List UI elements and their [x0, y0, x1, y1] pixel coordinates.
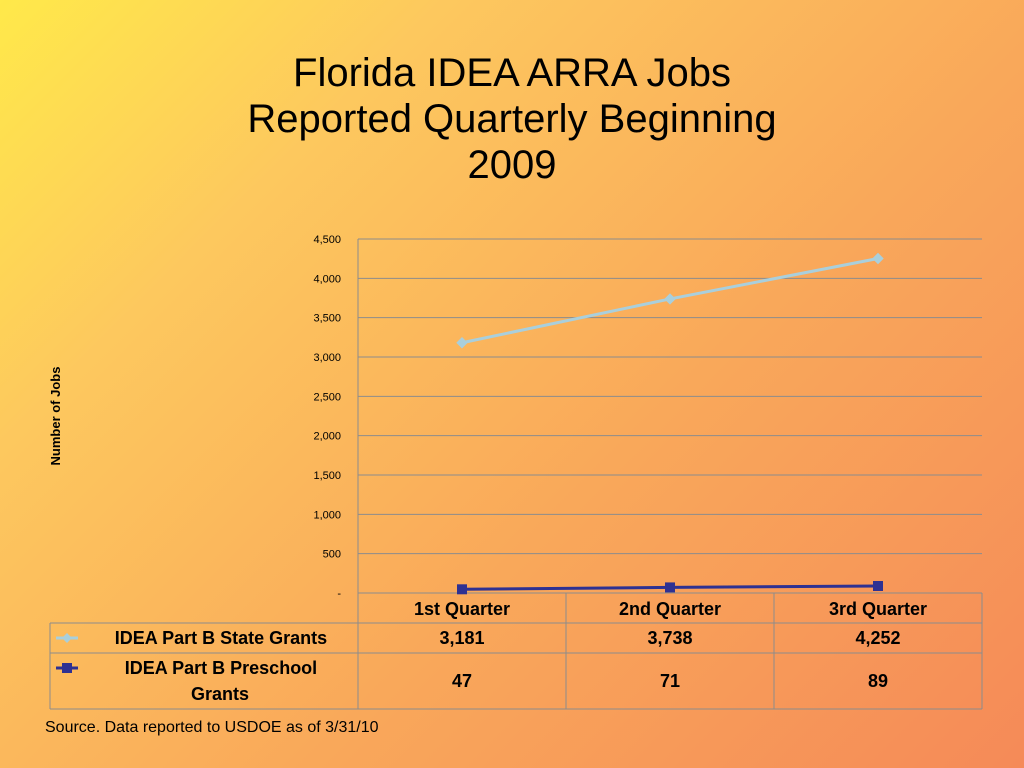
table-value: 3,181 — [439, 628, 484, 648]
legend-label: IDEA Part B State Grants — [115, 628, 327, 648]
data-point — [457, 584, 467, 595]
y-axis-label: Number of Jobs — [48, 367, 63, 466]
y-tick-label: 2,000 — [313, 431, 341, 443]
y-tick-label: - — [337, 588, 341, 600]
category-label: 3rd Quarter — [829, 599, 927, 619]
table-value: 47 — [452, 671, 472, 691]
table-value: 3,738 — [647, 628, 692, 648]
y-tick-label: 2,500 — [313, 391, 341, 403]
y-tick-label: 1,500 — [313, 470, 341, 482]
legend-label: Grants — [191, 684, 249, 704]
table-value: 4,252 — [855, 628, 900, 648]
table-value: 71 — [660, 671, 680, 691]
y-tick-label: 4,000 — [313, 273, 341, 285]
data-point — [664, 293, 676, 305]
y-tick-label: 3,000 — [313, 352, 341, 364]
title-line-1: Florida IDEA ARRA Jobs — [293, 51, 731, 95]
data-point — [665, 582, 675, 593]
legend-key-marker — [62, 663, 72, 673]
y-tick-label: 500 — [323, 549, 341, 561]
y-tick-label: 3,500 — [313, 313, 341, 325]
data-point — [872, 252, 884, 265]
data-point — [873, 580, 883, 591]
title-line-3: 2009 — [467, 143, 557, 187]
data-point — [456, 337, 468, 349]
slide-title: Florida IDEA ARRA Jobs Reported Quarterl… — [130, 50, 894, 188]
legend-key-marker — [62, 633, 72, 643]
title-line-2: Reported Quarterly Beginning — [247, 97, 777, 141]
legend-label: IDEA Part B Preschool — [125, 658, 317, 678]
category-label: 1st Quarter — [414, 599, 510, 619]
source-note: Source. Data reported to USDOE as of 3/3… — [45, 719, 379, 736]
category-label: 2nd Quarter — [619, 599, 721, 619]
table-value: 89 — [868, 671, 888, 691]
y-tick-label: 1,000 — [313, 509, 341, 521]
y-tick-label: 4,500 — [313, 234, 341, 246]
